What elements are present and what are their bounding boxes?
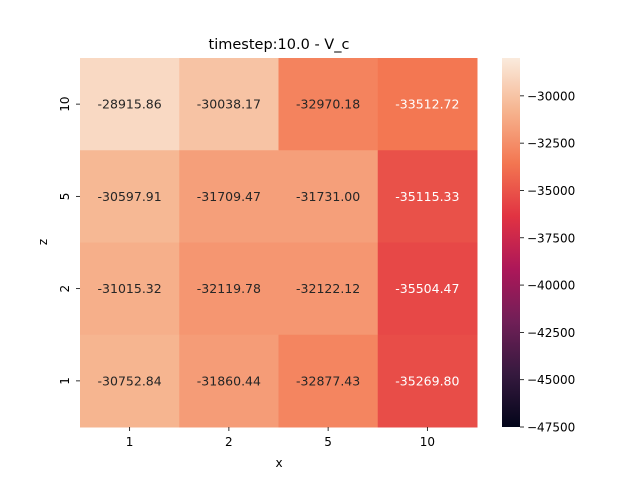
x-axis-label: x [275, 456, 282, 470]
colorbar-tick-label: −35000 [527, 184, 575, 198]
heatmap-cell [179, 150, 279, 243]
cell-value-label: -35504.47 [395, 281, 459, 296]
colorbar-tick-label: −47500 [527, 421, 575, 435]
colorbar: −30000 −32500 −35000 −37500 −40000 −42500 −450… [502, 58, 575, 435]
heatmap-cell [179, 334, 279, 428]
cell-value-label: -31015.32 [98, 281, 162, 296]
x-tick-label: 5 [324, 435, 332, 449]
cell-value-label: -31709.47 [197, 189, 261, 204]
cell-value-label: -30038.17 [197, 97, 261, 112]
heatmap-cell [278, 334, 379, 428]
cell-value-label: -31731.00 [296, 189, 360, 204]
cell-value-label: -32877.43 [296, 373, 360, 388]
heatmap-cell [377, 242, 478, 336]
heatmap-cell [179, 242, 279, 336]
heatmap-cell [377, 150, 478, 243]
y-tick-label: 10 [58, 96, 72, 111]
cell-value-label: -32122.12 [296, 281, 360, 296]
heatmap-cell [377, 334, 478, 428]
heatmap-cell [80, 58, 180, 151]
y-axis: 10 5 2 1 [58, 96, 80, 385]
y-tick-label: 1 [58, 377, 72, 385]
colorbar-tick-label: −37500 [527, 231, 575, 245]
colorbar-tick-label: −45000 [527, 373, 575, 387]
x-tick-label: 2 [225, 435, 233, 449]
heatmap-cell-labels: -28915.86 -30038.17 -32970.18 -33512.72 -305… [98, 97, 460, 389]
heatmap-cell [278, 150, 379, 243]
x-axis: 1 2 5 10 [126, 427, 435, 449]
cell-value-label: -32970.18 [296, 97, 360, 112]
x-tick-label: 1 [126, 435, 134, 449]
colorbar-gradient [502, 58, 520, 427]
colorbar-tick-label: −42500 [527, 326, 575, 340]
colorbar-tick-label: −32500 [527, 137, 575, 151]
x-tick-label: 10 [420, 435, 435, 449]
colorbar-tick-label: −30000 [527, 89, 575, 103]
y-tick-label: 5 [58, 193, 72, 201]
cell-value-label: -35115.33 [395, 189, 459, 204]
heatmap-cell [80, 150, 180, 243]
heatmap-cell [278, 242, 379, 336]
cell-value-label: -33512.72 [395, 97, 459, 112]
colorbar-tick-label: −40000 [527, 279, 575, 293]
cell-value-label: -30752.84 [98, 373, 162, 388]
heatmap-cell [179, 58, 279, 151]
heatmap-cell [377, 58, 478, 151]
chart-title: timestep:10.0 - V_c [209, 37, 350, 53]
heatmap-cells [80, 58, 478, 428]
heatmap-cell [278, 58, 379, 151]
cell-value-label: -28915.86 [98, 97, 162, 112]
cell-value-label: -32119.78 [197, 281, 261, 296]
y-axis-label: z [36, 239, 50, 245]
cell-value-label: -30597.91 [98, 189, 162, 204]
cell-value-label: -35269.80 [395, 373, 459, 388]
cell-value-label: -31860.44 [197, 373, 261, 388]
heatmap-cell [80, 334, 180, 428]
y-tick-label: 2 [58, 285, 72, 293]
heatmap-cell [80, 242, 180, 336]
